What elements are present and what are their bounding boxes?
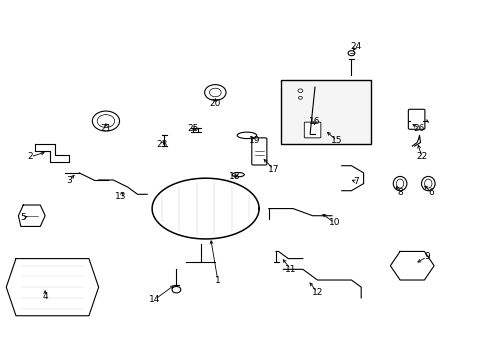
- Text: 6: 6: [428, 188, 434, 197]
- Text: 3: 3: [66, 176, 72, 185]
- Text: 4: 4: [42, 292, 48, 301]
- FancyBboxPatch shape: [304, 122, 320, 138]
- Text: 22: 22: [415, 152, 427, 161]
- Text: 13: 13: [115, 192, 126, 201]
- Text: 23: 23: [156, 140, 167, 149]
- Text: 9: 9: [423, 252, 429, 261]
- Text: 21: 21: [100, 124, 111, 133]
- Text: 10: 10: [328, 219, 340, 228]
- Text: 5: 5: [20, 213, 26, 222]
- Text: 15: 15: [330, 136, 342, 145]
- Text: 18: 18: [228, 172, 240, 181]
- FancyBboxPatch shape: [251, 138, 266, 165]
- Text: 2: 2: [28, 152, 33, 161]
- FancyBboxPatch shape: [407, 109, 424, 129]
- Text: 20: 20: [209, 99, 221, 108]
- Bar: [281, 80, 370, 144]
- Text: 8: 8: [396, 188, 402, 197]
- Text: 19: 19: [248, 136, 260, 145]
- Text: 24: 24: [350, 41, 361, 50]
- Text: 16: 16: [308, 117, 320, 126]
- Text: 14: 14: [148, 295, 160, 304]
- Text: 11: 11: [285, 265, 296, 274]
- Text: 26: 26: [413, 124, 425, 133]
- Text: 12: 12: [311, 288, 323, 297]
- Text: 7: 7: [353, 177, 359, 186]
- Text: 1: 1: [214, 275, 220, 284]
- Text: 25: 25: [187, 124, 199, 133]
- Text: 17: 17: [267, 165, 279, 174]
